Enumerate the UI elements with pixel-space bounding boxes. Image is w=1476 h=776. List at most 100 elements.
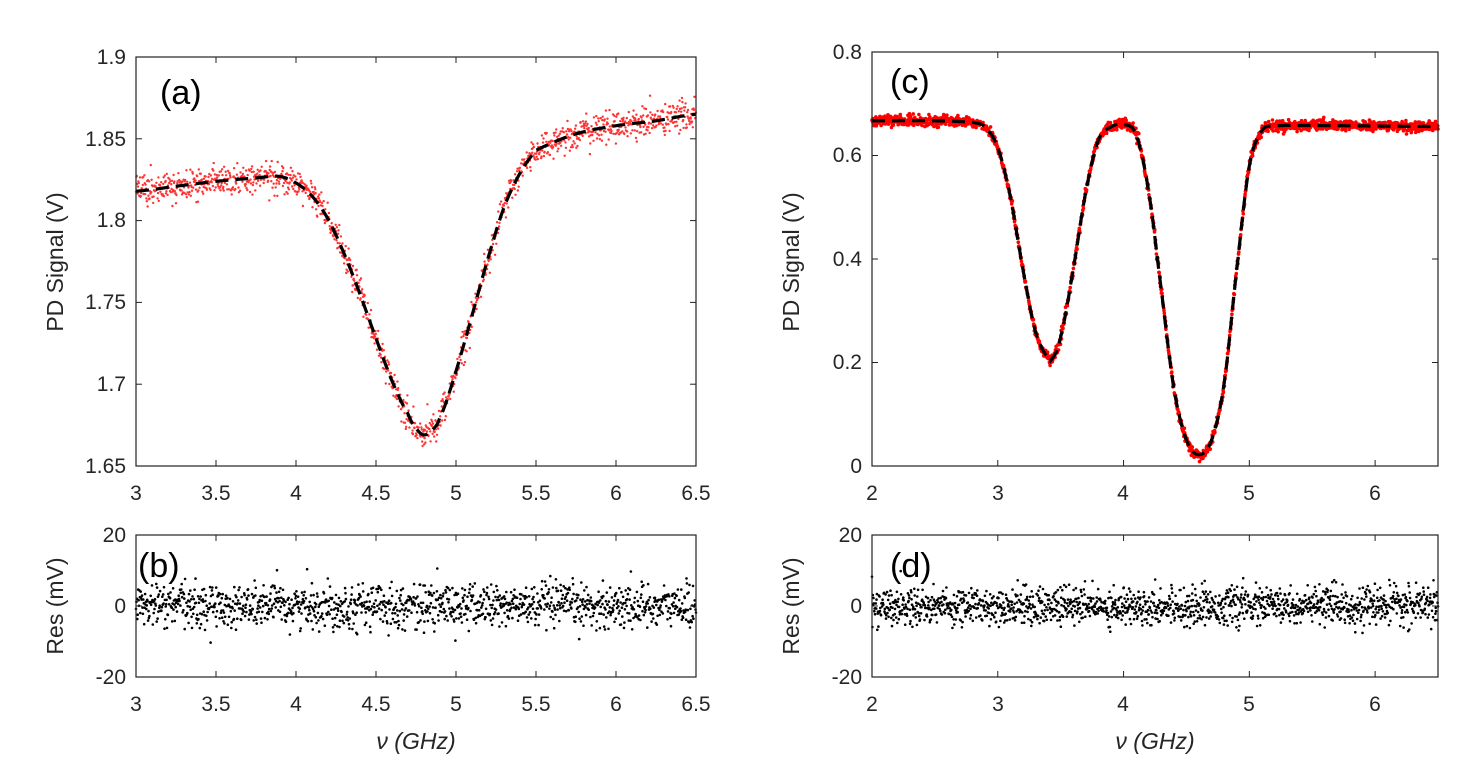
panel-b-residual-point xyxy=(374,599,378,602)
panel-b-residual-point xyxy=(644,605,648,608)
panel-a-data-point xyxy=(300,179,303,182)
panel-a-data-point xyxy=(136,185,140,188)
panel-a-data-point xyxy=(668,129,671,133)
panel-b-residual-point xyxy=(243,614,247,618)
panel-b-residual-point xyxy=(211,610,215,614)
panel-a-data-point xyxy=(236,162,239,165)
panel-d-residual-point xyxy=(944,608,947,612)
panel-a-data-point xyxy=(595,114,598,118)
panel-b-residual-point xyxy=(503,611,506,615)
panel-b-residual-point xyxy=(439,597,443,600)
panel-d-residual-point xyxy=(992,595,995,598)
panel-d-residual-point xyxy=(887,594,891,597)
panel-d-residual-point xyxy=(974,602,977,606)
panel-d-residual-point xyxy=(918,618,922,621)
panel-b-residual-point xyxy=(344,597,348,601)
panel-b-residual-point xyxy=(468,587,472,591)
panel-a-data-point xyxy=(214,186,217,189)
panel-c-fit-line xyxy=(872,119,1438,457)
panel-b-xtick-label: 3 xyxy=(130,693,142,716)
panel-b-residual-point xyxy=(187,592,191,596)
panel-b-residual-point xyxy=(491,603,494,607)
panel-b-residual-point xyxy=(399,599,402,602)
panel-a-data-point xyxy=(459,358,462,362)
panel-b-residual-point xyxy=(589,599,593,603)
panel-b-residual-point xyxy=(162,585,166,589)
panel-b-residual-point xyxy=(658,608,661,612)
panel-a-data-point xyxy=(171,204,174,208)
panel-b-residual-point xyxy=(244,606,247,609)
panel-a-data-point xyxy=(569,128,572,131)
panel-a-data-point xyxy=(358,279,361,282)
panel-a-data-point xyxy=(686,111,689,114)
panel-a-data-point xyxy=(355,268,358,271)
panel-d-residual-point xyxy=(957,603,961,606)
panel-c-data-point xyxy=(1081,206,1086,211)
panel-b-residual-point xyxy=(620,606,624,609)
panel-b-residual-point xyxy=(312,593,315,597)
panel-b-residual-point xyxy=(267,612,271,616)
panel-b-residual-point xyxy=(602,594,605,598)
panel-b-residual-point xyxy=(672,611,676,615)
panel-d-residual-point xyxy=(959,597,963,601)
panel-b-residual-point xyxy=(692,617,695,620)
panel-b-residual-point xyxy=(339,600,343,603)
panel-b-residual-point xyxy=(668,616,672,620)
panel-b-residual-point xyxy=(219,601,222,604)
panel-a-data-point xyxy=(292,187,295,191)
panel-a-data-point xyxy=(608,125,612,128)
panel-b-residual-point xyxy=(161,593,165,596)
panel-a-data-point xyxy=(542,137,545,140)
panel-b-residual-point xyxy=(625,604,628,608)
panel-d-residual-point xyxy=(968,617,972,620)
panel-b-residual-point xyxy=(481,601,484,605)
panel-d-residual-point xyxy=(967,609,970,613)
panel-b-xtick-label: 6.5 xyxy=(681,693,710,716)
panel-b-residual-point xyxy=(585,585,588,589)
panel-b-residual-point xyxy=(440,610,444,614)
panel-b-residual-point xyxy=(264,601,268,605)
panel-b-residual-point xyxy=(260,599,264,602)
panel-a-data-point xyxy=(497,225,501,228)
panel-b-residual-point xyxy=(503,597,507,601)
panel-a-data-point xyxy=(635,140,638,143)
panel-a-data-point xyxy=(170,183,173,186)
panel-b-residual-point xyxy=(292,611,295,615)
panel-a-data-point xyxy=(335,239,338,242)
panel-a-data-point xyxy=(542,154,546,158)
panel-d-residual-point xyxy=(1003,606,1006,610)
panel-b-residual-point xyxy=(421,610,424,613)
panel-a-data-point xyxy=(234,182,238,185)
panel-a-data-point xyxy=(136,192,139,195)
panel-a-data-point xyxy=(420,426,423,429)
panel-a-data-point xyxy=(446,398,449,401)
panel-a-data-point xyxy=(652,117,656,120)
panel-b-residual-point xyxy=(568,588,571,592)
panel-b-residual-point xyxy=(517,607,521,611)
panel-b-residual-point xyxy=(650,620,653,623)
panel-b-residual-point xyxy=(356,604,359,607)
panel-b-residual-point xyxy=(465,604,469,608)
panel-b-residual-point xyxy=(639,596,643,600)
panel-d-residual-point xyxy=(884,593,887,596)
panel-b-label: (b) xyxy=(138,547,180,585)
panel-b-residual-point xyxy=(435,590,439,593)
panel-b-residual-point xyxy=(558,619,561,623)
panel-a-data-point xyxy=(429,440,432,443)
panel-b-residual-point xyxy=(247,594,250,597)
panel-b-residual-point xyxy=(597,590,600,593)
panel-b-residual-point xyxy=(145,604,149,607)
panel-a-data-point xyxy=(594,131,597,134)
panel-a-data-point xyxy=(156,191,160,195)
panel-b-residual-point xyxy=(233,609,236,612)
panel-b-residual-point xyxy=(302,599,306,603)
panel-b-residual-point xyxy=(180,588,183,591)
panel-a-data-point xyxy=(256,172,259,175)
panel-d-residual-point xyxy=(890,624,894,628)
panel-a-data-point xyxy=(596,132,599,136)
panel-a-data-point xyxy=(468,346,471,350)
panel-b-residual-point xyxy=(308,608,311,612)
panel-a-data-point xyxy=(403,412,406,415)
panel-b-residual-point xyxy=(388,608,391,611)
panel-c-data-point xyxy=(1241,212,1246,216)
